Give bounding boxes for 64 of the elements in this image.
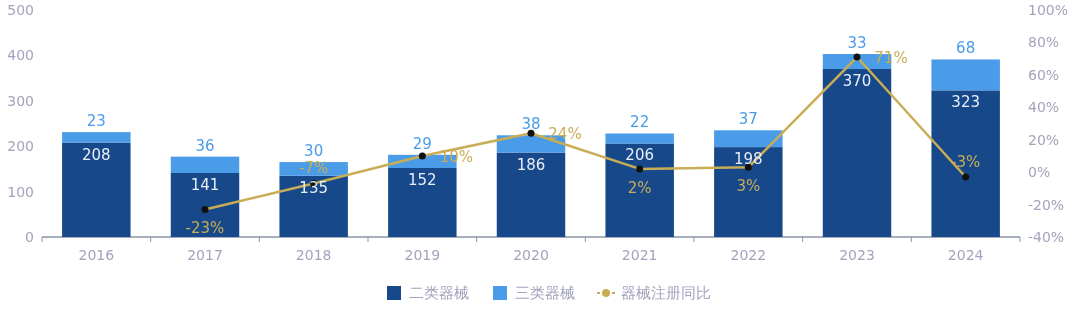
data-label: 206 [625, 146, 654, 165]
bar [496, 152, 566, 237]
data-label: -23% [185, 219, 225, 238]
bar [605, 143, 674, 237]
data-label: 23 [86, 112, 106, 131]
bar [605, 133, 674, 144]
y-tick-label: 300 [7, 92, 34, 109]
y2-tick-label: 0% [1028, 164, 1051, 181]
data-label: 29 [412, 134, 432, 153]
x-tick-label: 2024 [947, 247, 984, 263]
x-tick-label: 2016 [78, 247, 115, 263]
y2-tick-label: 100% [1028, 2, 1069, 18]
data-label: -3% [951, 153, 981, 172]
x-tick-label: 2017 [187, 247, 223, 263]
x-tick-label: 2020 [513, 247, 549, 263]
bar [822, 69, 892, 237]
data-label: 10% [439, 147, 474, 166]
data-label: 38 [521, 115, 541, 134]
x-tick-label: 2021 [621, 247, 658, 263]
data-label: 37 [738, 110, 758, 129]
x-tick-label: 2018 [295, 247, 332, 263]
y2-tick-label: 60% [1028, 66, 1060, 83]
y-tick-label: 0 [25, 229, 34, 245]
bar [931, 59, 1000, 91]
data-label: 141 [190, 175, 220, 194]
data-label: 152 [408, 170, 437, 189]
data-label: 24% [548, 125, 582, 144]
data-label: 33 [847, 34, 867, 53]
data-label: 186 [516, 155, 546, 174]
bar [931, 90, 1000, 237]
bar [279, 175, 348, 237]
y2-tick-label: -40% [1028, 229, 1065, 245]
bar [170, 156, 240, 173]
y-tick-label: 200 [7, 138, 34, 155]
bar [714, 130, 783, 148]
legend-label: 三类器械 [515, 284, 575, 302]
bar [714, 147, 783, 237]
x-tick-label: 2023 [839, 247, 875, 263]
y-tick-label: 100 [7, 183, 34, 200]
y-tick-label: 500 [7, 2, 34, 18]
data-label: 30 [304, 142, 324, 161]
data-label: 22 [630, 113, 650, 132]
bar [62, 142, 131, 237]
y-tick-label: 400 [7, 47, 34, 64]
y2-tick-label: -20% [1028, 196, 1065, 213]
x-tick-label: 2019 [404, 247, 441, 263]
data-label: 208 [82, 145, 111, 164]
y2-tick-label: 20% [1028, 131, 1060, 148]
data-label: 370 [842, 72, 872, 91]
y2-tick-label: 80% [1028, 34, 1060, 51]
data-label: 3% [736, 177, 761, 196]
data-label: 36 [195, 136, 215, 155]
x-tick-label: 2022 [730, 247, 767, 263]
data-label: 323 [951, 93, 980, 112]
legend-label: 二类器械 [409, 284, 469, 302]
bar [170, 172, 240, 237]
data-label: 135 [299, 178, 328, 197]
data-label: 68 [956, 39, 976, 58]
bar [62, 132, 131, 143]
data-label: -7% [299, 159, 329, 178]
bar [388, 167, 457, 237]
y2-tick-label: 40% [1028, 99, 1060, 116]
legend-label: 器械注册同比 [621, 284, 711, 302]
data-label: 2% [627, 178, 652, 197]
